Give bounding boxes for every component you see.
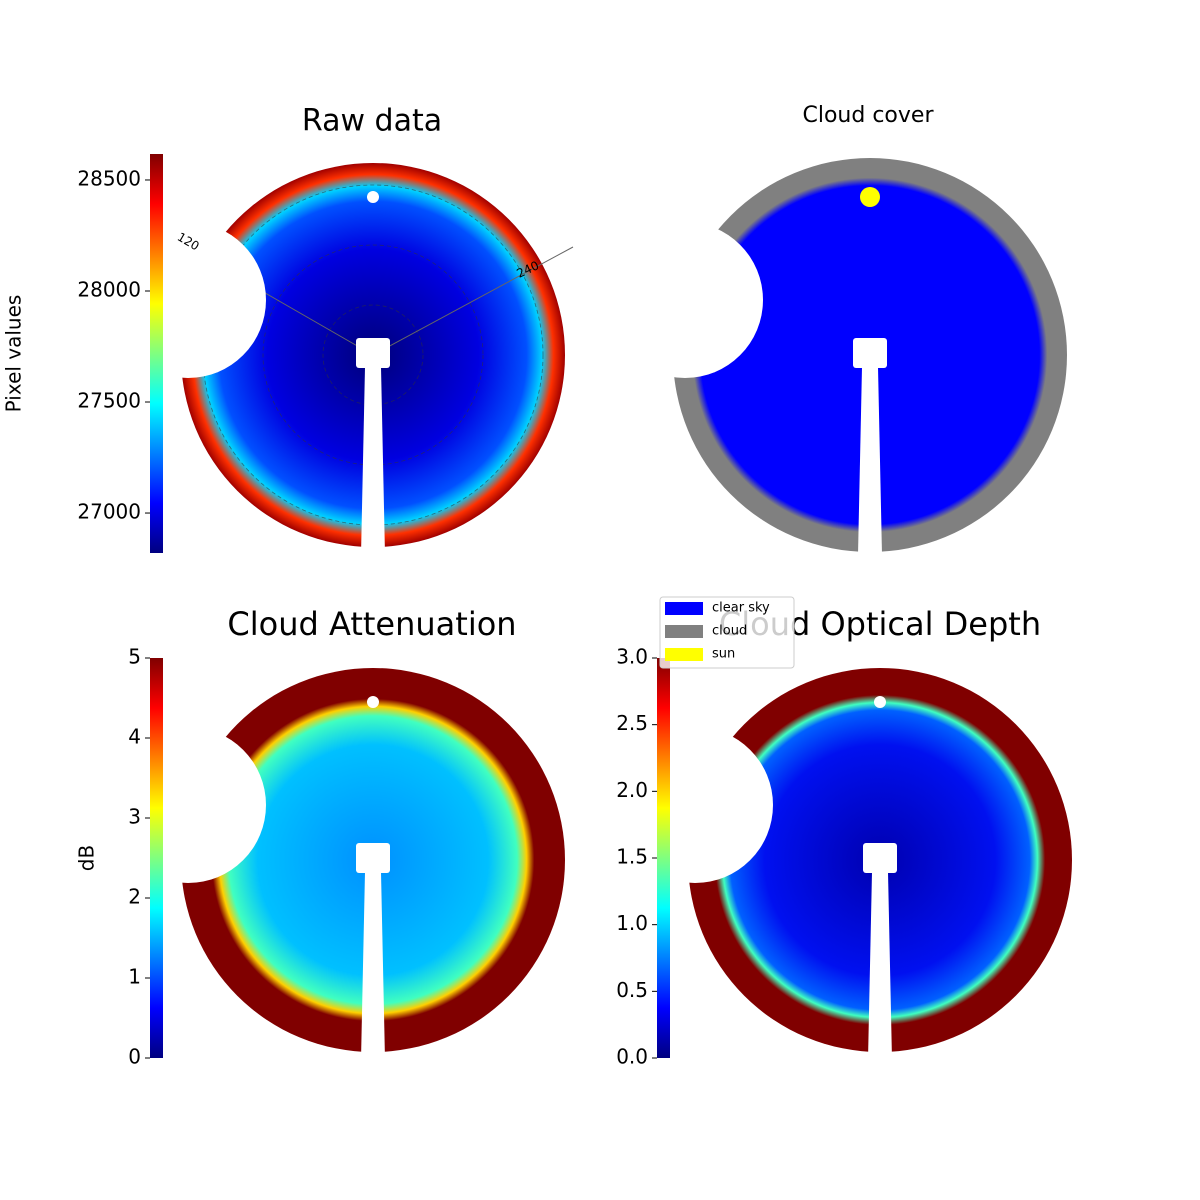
mask-notch [110, 222, 266, 378]
sun [860, 187, 880, 207]
colorbar-label: dB [75, 845, 99, 871]
legend-swatch [665, 602, 703, 615]
colorbar-tick-label: 3 [128, 805, 141, 829]
colorbar-tick-label: 27500 [77, 389, 141, 413]
legend: clear sky cloud sun [659, 596, 795, 669]
polar-grid [262, 244, 484, 466]
mask-pole [361, 872, 385, 1060]
mask-notch [617, 727, 773, 883]
sun [367, 696, 379, 708]
panel-title: Cloud Attenuation [227, 605, 516, 643]
mask-pole-top [356, 338, 390, 368]
colorbar-tick-label: 0.5 [616, 978, 648, 1002]
colorbar [150, 658, 163, 1058]
colorbar-tick-label: 3.0 [616, 645, 648, 669]
panel-title: Cloud cover [803, 103, 935, 128]
colorbar-tick-label: 4 [128, 725, 141, 749]
colorbar-tick-label: 28500 [77, 166, 141, 190]
colorbar-tick-label: 2.5 [616, 711, 648, 735]
mask-pole [868, 872, 892, 1060]
mask-pole-top [863, 843, 897, 873]
colorbar-label: Pixel values [2, 295, 26, 413]
colorbar-tick-label: 2.0 [616, 778, 648, 802]
colorbar [150, 154, 163, 553]
colorbar-tick-label: 1 [128, 965, 141, 989]
mask-pole [361, 367, 385, 555]
panel-title: Raw data [302, 104, 442, 139]
colorbar-tick-label: 0.0 [616, 1045, 648, 1069]
mask-pole-top [853, 338, 887, 368]
mask-notch [110, 727, 266, 883]
legend-swatch [665, 625, 703, 638]
colorbar-tick-label: 28000 [77, 277, 141, 301]
legend-label: clear sky [712, 601, 770, 616]
mask-notch [607, 222, 763, 378]
colorbar-tick-label: 0 [128, 1045, 141, 1069]
colorbar-tick-label: 1.0 [616, 911, 648, 935]
colorbar-tick-label: 1.5 [616, 845, 648, 869]
sun [367, 191, 379, 203]
colorbar-tick-label: 5 [128, 645, 141, 669]
mask-pole [858, 367, 882, 555]
legend-label: sun [712, 647, 735, 662]
colorbar-tick-label: 27000 [77, 500, 141, 524]
legend-swatch [665, 648, 703, 661]
polar-axis [372, 246, 574, 356]
mask-pole-top [356, 843, 390, 873]
colorbar [657, 658, 670, 1058]
colorbar-tick-label: 2 [128, 885, 141, 909]
sun [874, 696, 886, 708]
legend-label: cloud [712, 624, 747, 639]
